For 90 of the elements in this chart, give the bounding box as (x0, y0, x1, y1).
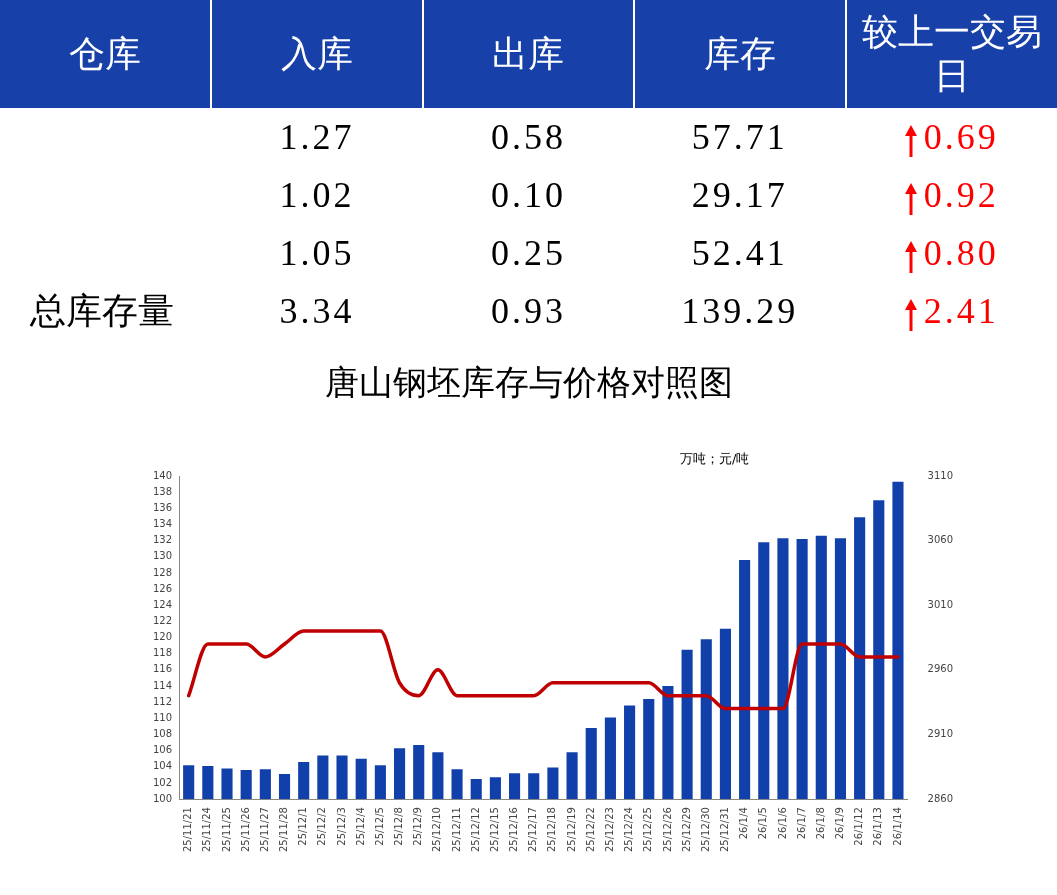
x-tick-label: 25/12/22 (584, 807, 596, 853)
x-tick-label: 26/1/7 (795, 807, 807, 840)
text: 139.29 (681, 291, 799, 331)
x-tick-label: 25/12/8 (393, 807, 405, 846)
category-label: 总库存量 (30, 289, 174, 331)
text: 0.25 (490, 233, 566, 273)
x-tick-label: 25/12/1 (297, 807, 309, 846)
x-tick-label: 25/11/27 (258, 807, 270, 853)
x-tick-label: 25/12/15 (488, 807, 500, 853)
text: 1.05 (279, 233, 355, 273)
text: 万吨；元/吨 (680, 450, 750, 468)
text: 29.17 (691, 175, 788, 215)
x-tick-label: 25/12/17 (527, 807, 539, 853)
x-tick-label: 26/1/5 (757, 807, 769, 840)
x-tick-label: 25/12/9 (412, 807, 424, 846)
x-tick-label: 25/12/16 (508, 807, 520, 853)
x-tick-label: 26/1/4 (738, 807, 750, 840)
y-tick-label: 102 (152, 776, 173, 788)
y-tick-label: 104 (152, 760, 173, 772)
y-tick-label: 106 (152, 744, 173, 756)
y-tick-label: 100 (152, 792, 173, 804)
x-tick-label: 26/1/6 (776, 807, 788, 840)
x-tick-label: 25/12/19 (565, 807, 577, 853)
x-tick-label: 26/1/13 (872, 807, 884, 846)
y-tick-label: 130 (152, 550, 173, 562)
x-tick-label: 25/12/29 (680, 807, 692, 853)
x-tick-label: 25/12/31 (719, 807, 731, 853)
category-label: 仓库 (0, 0, 212, 108)
y2-tick-label: 2860 (927, 792, 953, 804)
y-tick-label: 138 (152, 485, 173, 497)
y-tick-label: 108 (152, 728, 173, 740)
y2-tick-label: 2960 (927, 663, 953, 675)
x-tick-label: 25/12/12 (469, 807, 481, 853)
x-tick-label: 25/12/25 (642, 807, 654, 853)
text: 0.92 (923, 175, 999, 215)
x-tick-label: 25/11/28 (278, 807, 290, 853)
x-tick-label: 25/12/10 (431, 807, 443, 853)
x-tick-label: 25/12/23 (604, 807, 616, 853)
y-tick-label: 126 (152, 582, 173, 594)
y-tick-label: 114 (152, 679, 173, 691)
x-tick-label: 25/12/4 (354, 807, 366, 846)
y-tick-label: 134 (152, 518, 173, 530)
y-tick-label: 120 (152, 631, 173, 643)
y-tick-label: 112 (152, 695, 173, 707)
text: 0.93 (490, 291, 566, 331)
x-tick-label: 25/12/24 (623, 807, 635, 853)
x-tick-label: 25/12/2 (316, 807, 328, 846)
category-label: 库存 (634, 0, 846, 108)
y2-tick-label: 3060 (927, 534, 953, 546)
category-label: 入库 (211, 0, 423, 108)
chart-title: 唐山钢坯库存与价格对照图 (323, 361, 734, 404)
text: 57.71 (691, 117, 788, 157)
text: 0.80 (923, 233, 999, 273)
line-series (186, 629, 900, 711)
category-label: 出库 (422, 0, 635, 108)
y2-tick-label: 3010 (927, 598, 953, 610)
category-label: 较上一交易日 (845, 0, 1057, 108)
y-tick-label: 132 (152, 534, 173, 546)
text: 3.34 (279, 291, 355, 331)
x-tick-label: 25/11/25 (220, 807, 232, 853)
y-tick-label: 128 (152, 566, 173, 578)
text: 1.02 (279, 175, 355, 215)
y-tick-label: 110 (152, 711, 173, 723)
text: 0.10 (490, 175, 566, 215)
x-tick-label: 25/11/24 (201, 807, 213, 853)
x-tick-label: 25/12/26 (661, 807, 673, 853)
text: 2.41 (923, 291, 999, 331)
x-tick-label: 25/12/3 (335, 807, 347, 846)
y-tick-label: 122 (152, 614, 173, 626)
y-tick-label: 140 (152, 469, 173, 481)
x-tick-label: 25/11/26 (239, 807, 251, 853)
x-tick-label: 25/11/21 (182, 807, 194, 853)
x-tick-label: 25/12/18 (546, 807, 558, 853)
y-tick-label: 118 (152, 647, 173, 659)
x-tick-label: 26/1/8 (814, 807, 826, 840)
y-tick-label: 116 (152, 663, 173, 675)
x-tick-label: 26/1/14 (891, 807, 903, 846)
text: 52.41 (691, 233, 788, 273)
text: 1.27 (279, 117, 355, 157)
x-tick-label: 25/12/11 (450, 807, 462, 853)
x-tick-label: 25/12/30 (699, 807, 711, 853)
y-tick-label: 124 (152, 598, 173, 610)
x-tick-label: 26/1/12 (853, 807, 865, 846)
text: 0.69 (923, 117, 999, 157)
text: 0.58 (490, 117, 566, 157)
y2-tick-label: 2910 (927, 728, 953, 740)
y-tick-label: 136 (152, 501, 173, 513)
y2-tick-label: 3110 (927, 469, 953, 481)
x-tick-label: 26/1/9 (834, 807, 846, 840)
x-tick-label: 25/12/5 (373, 807, 385, 846)
